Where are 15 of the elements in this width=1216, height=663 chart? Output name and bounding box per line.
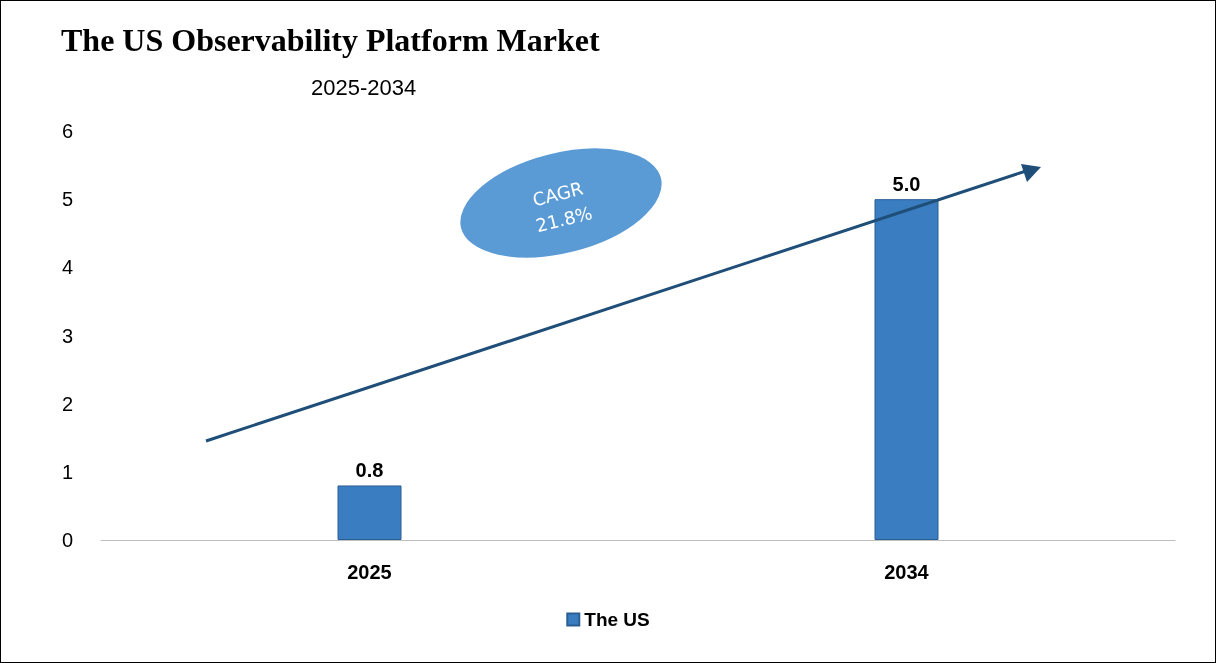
text: 0.8 [355,459,384,482]
y-tick-label: 6 [61,120,73,142]
annotation: CAGR 21.8% [529,176,596,239]
y-tick-label: 2 [61,392,73,415]
legend-label: The US [584,609,650,630]
x-tick-label: 2025 [347,561,392,583]
text: 5.0 [892,173,921,196]
y-tick-label: 0 [61,529,73,551]
y-tick-label: 1 [61,460,73,483]
y-tick-label: 4 [61,256,73,279]
y-tick-label: 3 [61,324,73,347]
chart-subtitle: 2025-2034 [311,74,417,100]
y-tick-label: 5 [61,188,73,211]
x-tick-label: 2034 [884,561,930,583]
chart-title: The US Observability Platform Market [61,22,600,58]
